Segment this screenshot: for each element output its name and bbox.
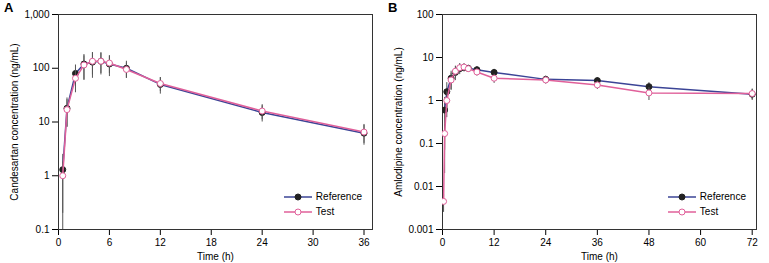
html-text:Test: Test xyxy=(315,206,335,217)
svg-text:1: 1 xyxy=(428,95,434,106)
svg-text:10: 10 xyxy=(38,116,50,127)
svg-text:0: 0 xyxy=(56,237,62,248)
svg-text:10: 10 xyxy=(422,52,434,63)
svg-text:1: 1 xyxy=(44,170,50,181)
html-text:Test: Test xyxy=(699,206,719,217)
svg-text:100: 100 xyxy=(417,9,434,20)
html-text:A: A xyxy=(4,0,14,15)
svg-text:0.001: 0.001 xyxy=(408,224,433,235)
html-text:Reference: Reference xyxy=(699,191,746,202)
svg-text:Amlodipine concentration (ng/m: Amlodipine concentration (ng/mL) xyxy=(393,47,404,197)
svg-text:12: 12 xyxy=(155,237,167,248)
svg-text:36: 36 xyxy=(592,237,604,248)
svg-text:100: 100 xyxy=(33,62,50,73)
svg-text:0.1: 0.1 xyxy=(420,138,434,149)
svg-text:0.01: 0.01 xyxy=(414,181,434,192)
svg-text:Time (h): Time (h) xyxy=(581,251,618,262)
svg-text:0: 0 xyxy=(440,237,446,248)
svg-text:24: 24 xyxy=(257,237,269,248)
html-text:Reference: Reference xyxy=(315,191,362,202)
svg-text:12: 12 xyxy=(489,237,501,248)
svg-text:1,000: 1,000 xyxy=(24,9,49,20)
svg-text:30: 30 xyxy=(308,237,320,248)
svg-text:Candesartan concentration (ng/: Candesartan concentration (ng/mL) xyxy=(9,43,20,200)
html-text:B: B xyxy=(388,0,398,15)
svg-text:6: 6 xyxy=(107,237,113,248)
svg-text:0.1: 0.1 xyxy=(36,224,50,235)
svg-text:Time (h): Time (h) xyxy=(197,251,234,262)
svg-text:18: 18 xyxy=(206,237,218,248)
svg-text:36: 36 xyxy=(358,237,370,248)
svg-text:48: 48 xyxy=(643,237,655,248)
svg-text:24: 24 xyxy=(540,237,552,248)
svg-text:60: 60 xyxy=(695,237,707,248)
svg-text:72: 72 xyxy=(747,237,759,248)
